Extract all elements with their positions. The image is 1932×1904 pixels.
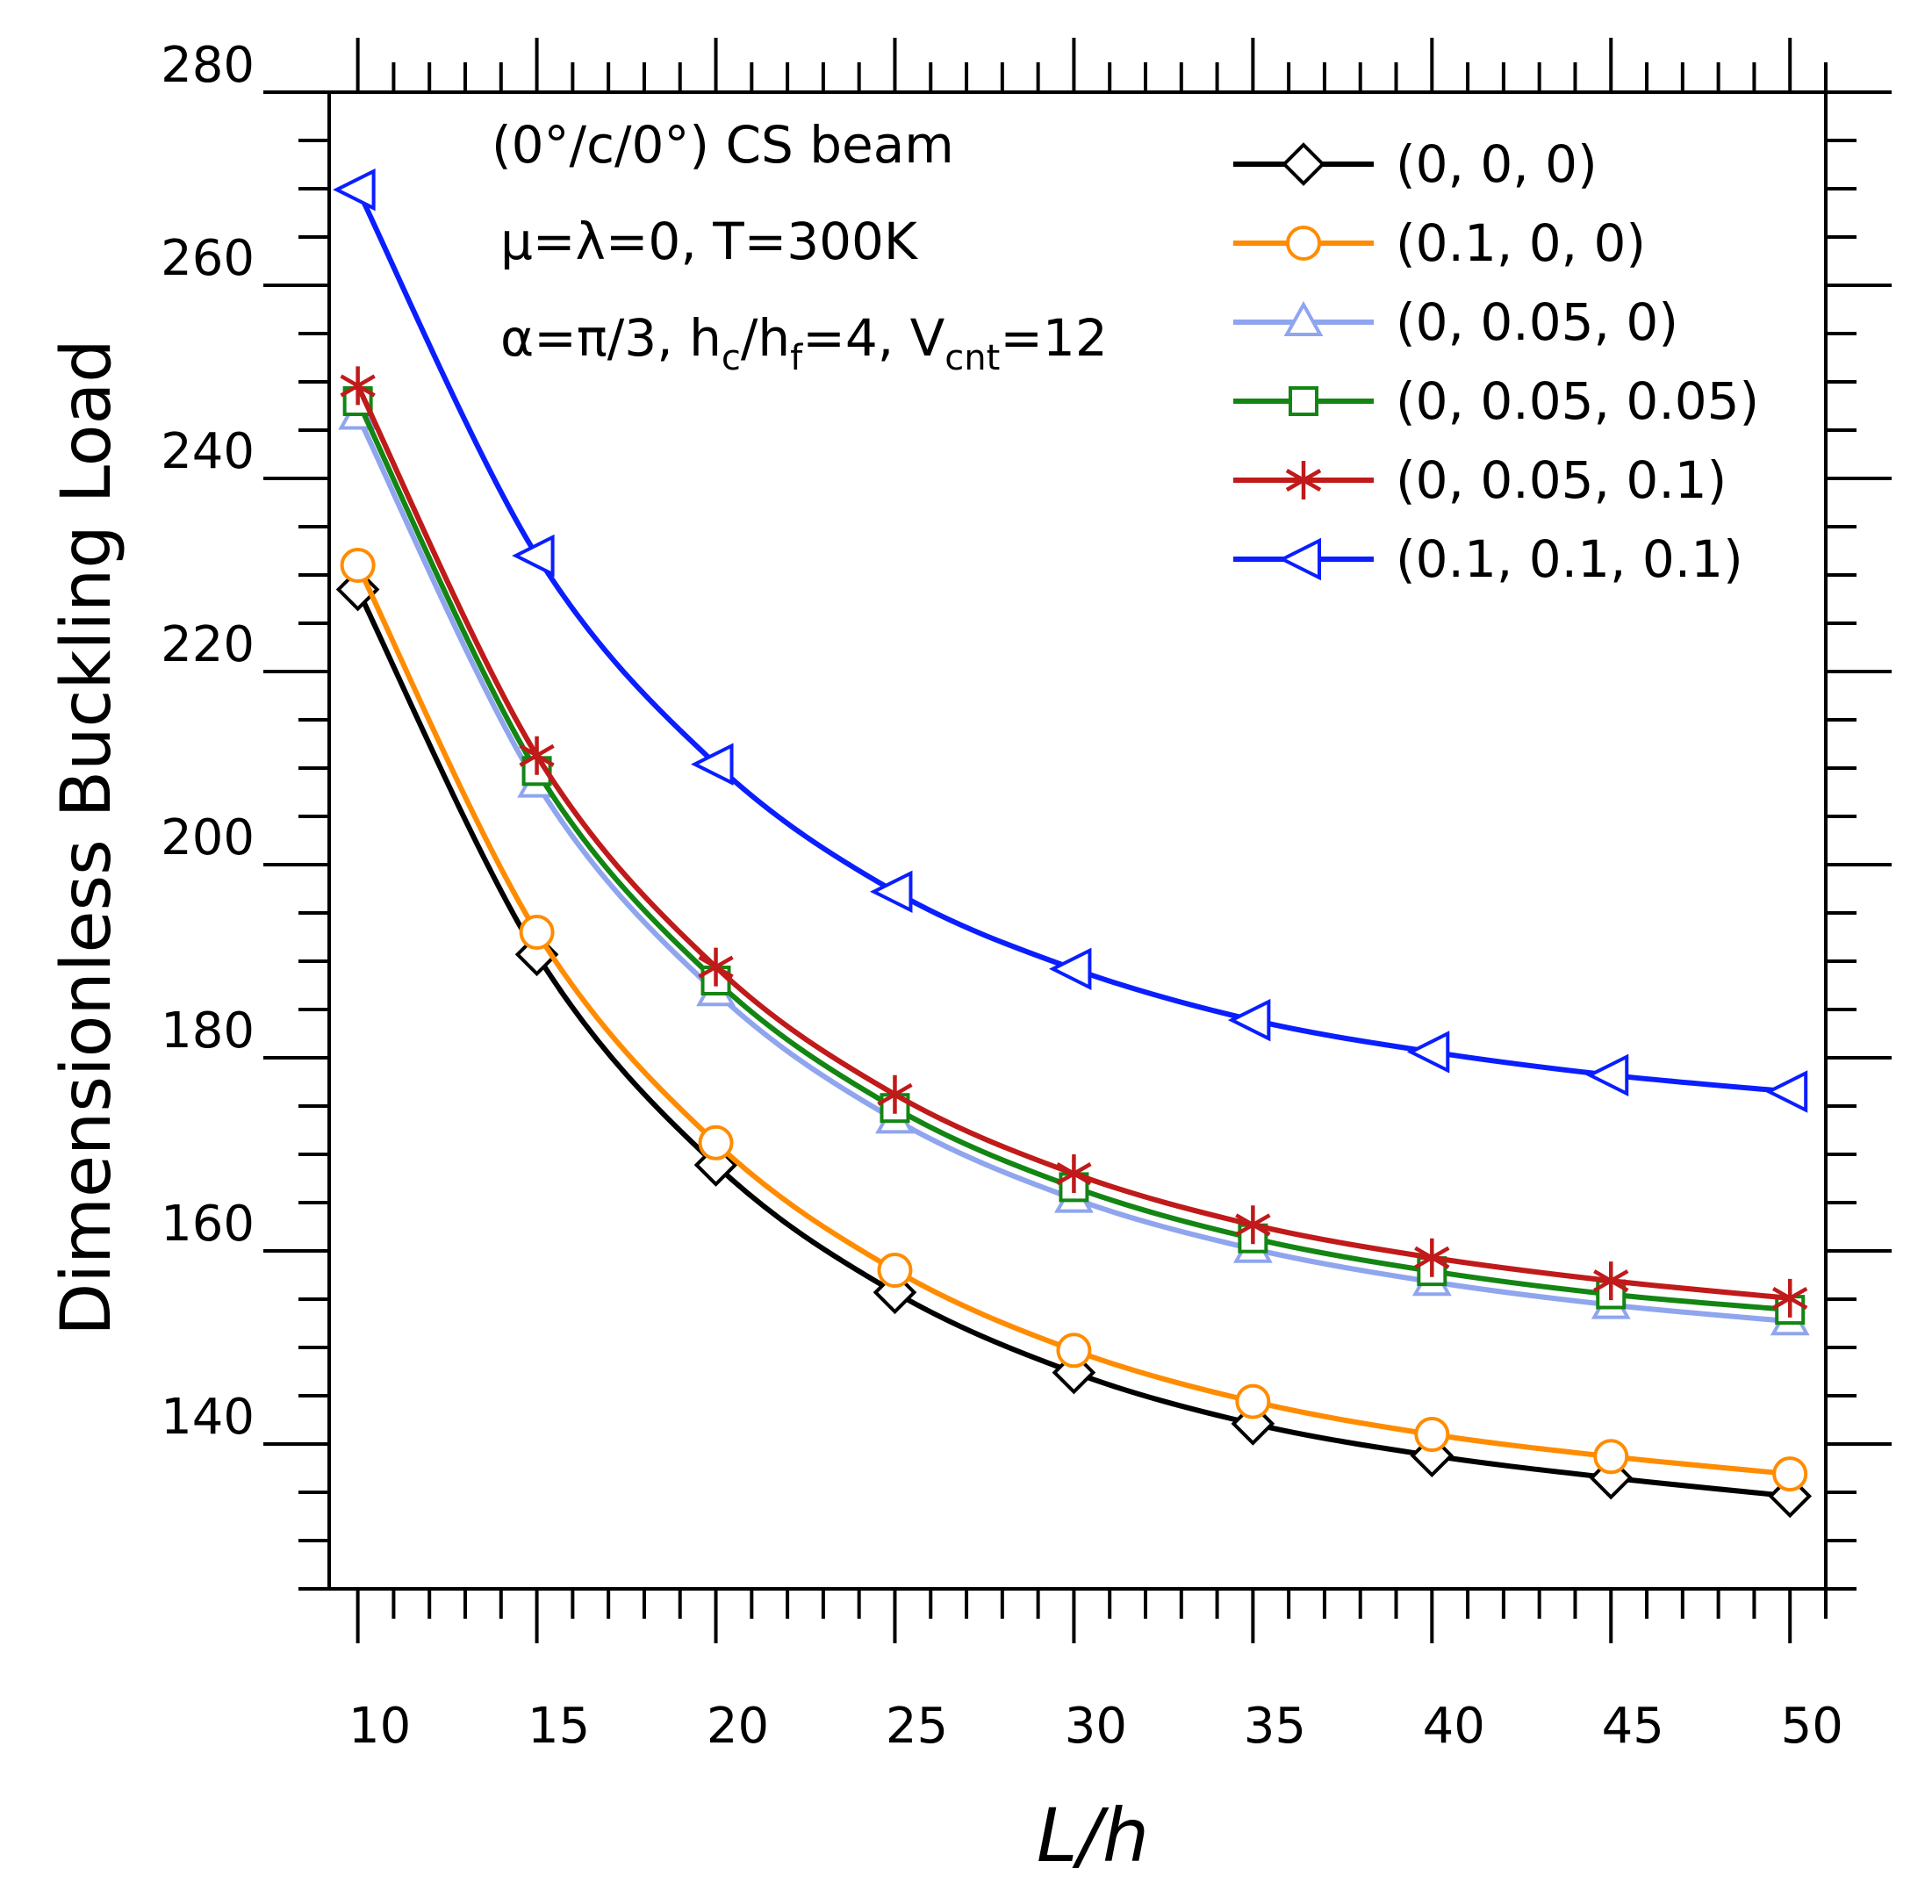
y-tick-label: 200 [161, 809, 255, 866]
data-point-series-1 [1772, 1456, 1808, 1492]
data-point-series-1 [1593, 1439, 1629, 1475]
x-tick-label: 30 [1065, 1698, 1127, 1755]
asterisk-stroke [1056, 1162, 1092, 1185]
legend-item: (0, 0.05, 0.1) [1233, 450, 1727, 510]
x-tick-label: 40 [1423, 1698, 1485, 1755]
data-point-series-1 [1235, 1383, 1271, 1419]
data-point-series-4 [1593, 1261, 1629, 1301]
plot-frame-group [263, 38, 1892, 1643]
asterisk-stroke [519, 744, 555, 767]
data-point-series-4 [340, 366, 376, 406]
data-point-series-1 [340, 548, 376, 583]
data-point-series-4 [698, 947, 734, 987]
anno-geom-sub-f: f [790, 338, 803, 378]
data-point-series-1 [698, 1124, 734, 1160]
asterisk-stroke [877, 1082, 913, 1106]
plot-frame [327, 90, 1828, 1591]
x-tick-label: 25 [886, 1698, 948, 1755]
asterisk-stroke [340, 374, 376, 398]
legend-label: (0, 0, 0) [1396, 134, 1598, 194]
legend-marker [1289, 386, 1318, 416]
anno-geom-mid2: =4, V [802, 308, 944, 368]
data-point-series-4 [1235, 1205, 1271, 1245]
anno-geom-pre: α=π/3, h [500, 308, 722, 368]
anno-geom-post: =12 [1000, 308, 1107, 368]
legend-item: (0.1, 0, 0) [1233, 213, 1646, 273]
y-tick-label: 240 [161, 423, 255, 480]
data-point-series-1 [877, 1253, 913, 1288]
legend-item: (0, 0, 0) [1233, 134, 1598, 194]
legend-marker [1285, 461, 1322, 499]
y-tick-label: 160 [161, 1196, 255, 1253]
asterisk-stroke [1772, 1286, 1808, 1310]
legend-marker [1282, 142, 1325, 186]
data-point-series-4 [1772, 1278, 1808, 1318]
y-tick-label: 280 [161, 37, 255, 94]
y-tick-label: 220 [161, 616, 255, 673]
legend-label: (0, 0.05, 0.05) [1396, 371, 1759, 431]
data-point-series-5 [870, 870, 913, 914]
data-point-series-5 [333, 168, 376, 212]
legend: (0, 0, 0) (0.1, 0, 0) (0, 0.05, 0) (0, 0.05… [1233, 134, 1759, 589]
asterisk-stroke [1593, 1269, 1629, 1293]
legend-label: (0.1, 0.1, 0.1) [1396, 529, 1743, 589]
annotation-beam-type: (0°/c/0°) CS beam [492, 115, 954, 175]
anno-geom-mid1: /h [741, 308, 790, 368]
anno-geom-sub-cnt: cnt [944, 338, 1000, 378]
x-tick-label: 50 [1781, 1698, 1843, 1755]
y-tick-label: 140 [161, 1389, 255, 1446]
asterisk-stroke [1235, 1213, 1271, 1237]
data-point-series-5 [691, 743, 734, 786]
x-tick-label: 15 [528, 1698, 590, 1755]
data-point-series-5 [1764, 1070, 1808, 1113]
legend-label: (0, 0.05, 0.1) [1396, 450, 1727, 510]
legend-marker [1278, 537, 1321, 581]
data-point-series-5 [1227, 998, 1271, 1042]
data-point-series-1 [1414, 1417, 1450, 1452]
data-point-series-5 [1406, 1031, 1450, 1074]
legend-item: (0.1, 0.1, 0.1) [1233, 529, 1743, 589]
x-tick-label: 10 [348, 1698, 411, 1755]
data-point-series-1 [519, 915, 555, 950]
asterisk-stroke [698, 955, 734, 979]
y-tick-label: 180 [161, 1002, 255, 1060]
data-point-series-4 [1056, 1154, 1092, 1193]
anno-geom-sub-c: c [722, 338, 741, 378]
legend-label: (0.1, 0, 0) [1396, 213, 1646, 273]
x-tick-label: 35 [1244, 1698, 1306, 1755]
asterisk-stroke [1285, 469, 1322, 492]
legend-label: (0, 0.05, 0) [1396, 292, 1678, 352]
legend-marker [1283, 300, 1324, 336]
data-point-series-5 [512, 534, 555, 578]
legend-item: (0, 0.05, 0) [1233, 292, 1678, 352]
legend-marker [1286, 226, 1321, 261]
annotation-params: μ=λ=0, T=300K [500, 212, 919, 271]
data-point-series-4 [877, 1074, 913, 1114]
data-point-series-5 [1585, 1053, 1629, 1097]
data-point-series-4 [1414, 1238, 1450, 1277]
data-point-series-1 [1056, 1333, 1092, 1369]
legend-item: (0, 0.05, 0.05) [1233, 371, 1759, 431]
series-group [333, 168, 1813, 1519]
y-tick-label: 260 [161, 230, 255, 287]
y-axis-title: Dimensionless Buckling Load [47, 339, 126, 1336]
asterisk-stroke [1414, 1246, 1450, 1269]
x-tick-label: 20 [707, 1698, 769, 1755]
x-axis-title: L/h [1037, 1793, 1149, 1879]
data-point-series-5 [1048, 947, 1092, 991]
x-tick-label: 45 [1602, 1698, 1664, 1755]
data-point-series-4 [519, 736, 555, 775]
annotation-geometry: α=π/3, hc/hf=4, Vcnt=12 [500, 308, 1108, 378]
tick-labels: 10 15 20 25 30 35 40 45 50 140 160 180 200 220 240 260 2… [161, 37, 1843, 1755]
